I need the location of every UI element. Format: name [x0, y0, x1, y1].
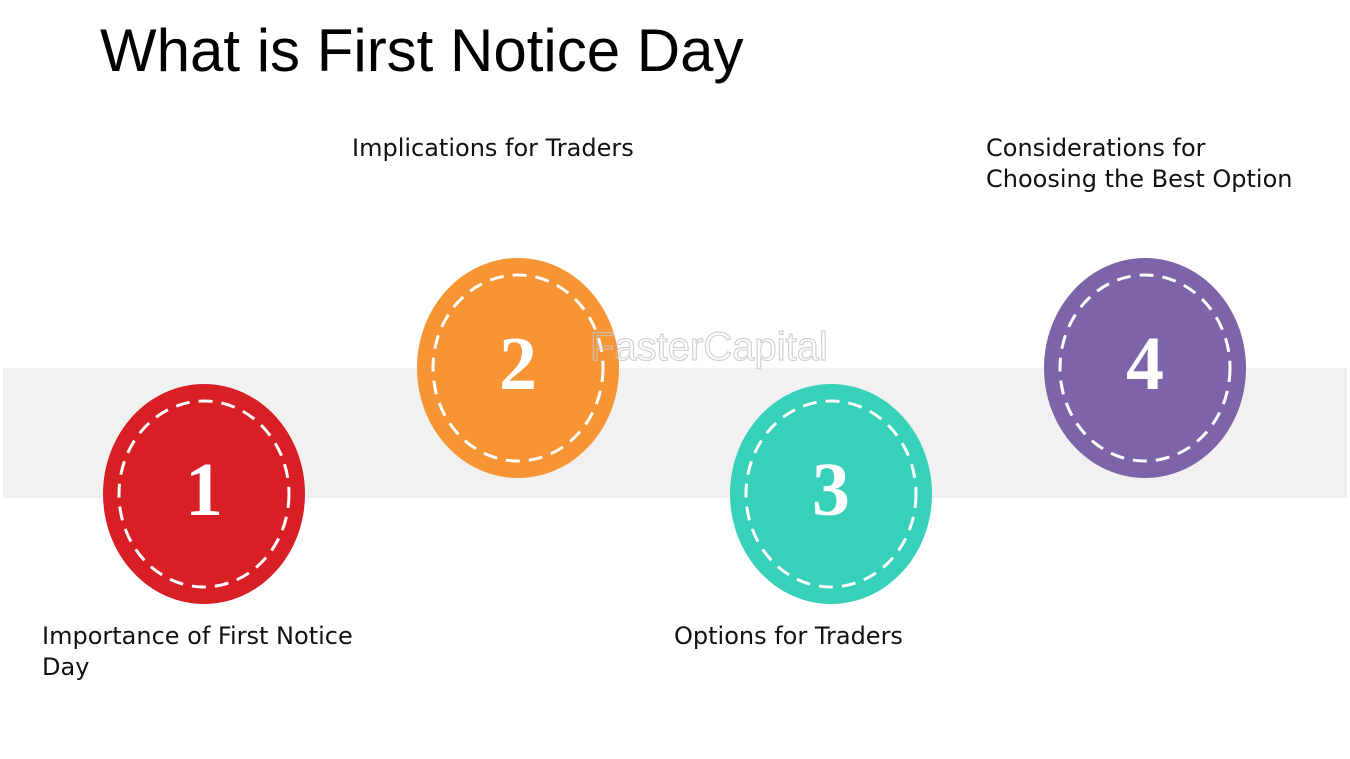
step-1-circle: 1: [103, 384, 305, 604]
title: What is First Notice Day: [100, 17, 744, 84]
step-4-circle: 4: [1044, 258, 1246, 478]
step-3-circle: 3: [730, 384, 932, 604]
step-2-circle: 2: [417, 258, 619, 478]
step-label: Importance of First Notice Day: [42, 622, 353, 681]
step-number: 4: [1126, 322, 1164, 406]
step-number: 1: [185, 448, 223, 532]
step-label: Options for Traders: [674, 622, 903, 650]
step-label: Implications for Traders: [352, 134, 634, 162]
step-label: Considerations for Choosing the Best Opt…: [986, 134, 1293, 193]
watermark: FasterCapital: [590, 325, 828, 369]
step-number: 2: [499, 322, 537, 406]
step-number: 3: [812, 448, 850, 532]
